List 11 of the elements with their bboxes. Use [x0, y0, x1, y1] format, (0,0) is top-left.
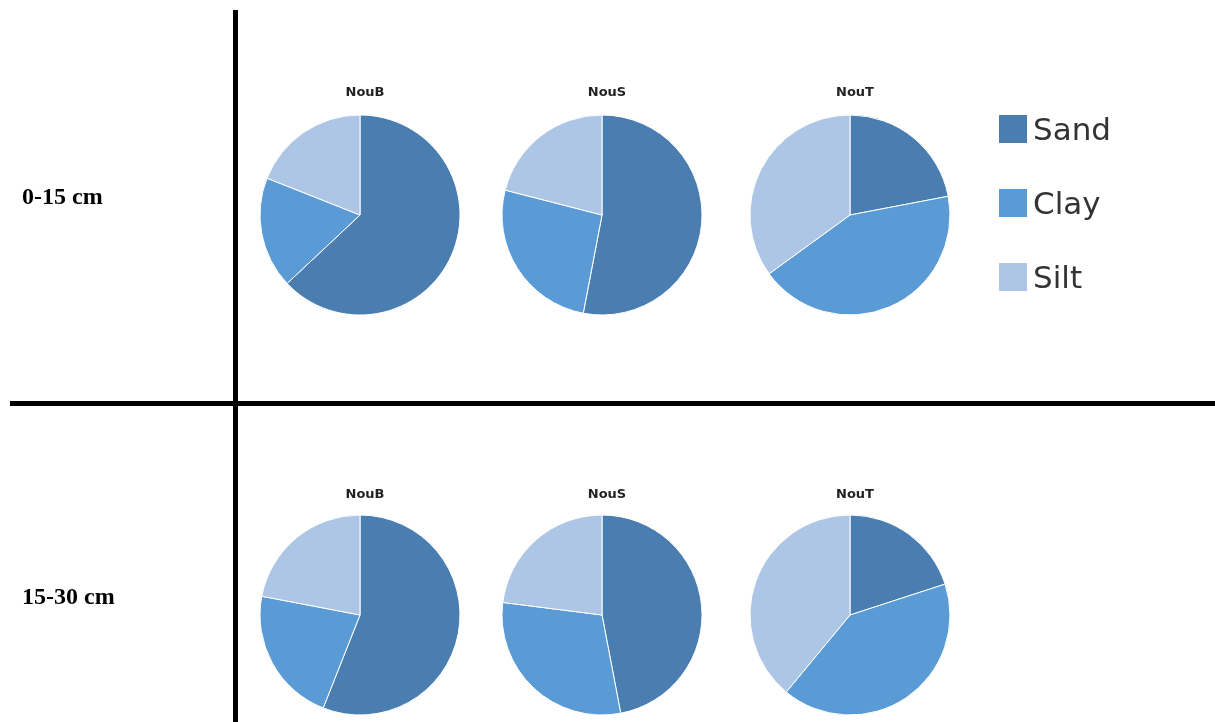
legend-label: Clay [1033, 185, 1101, 221]
chart-title: NouT [836, 486, 875, 501]
chart-title: NouB [345, 486, 385, 501]
legend-label: Sand [1033, 111, 1111, 147]
text: 15-30 cm [22, 583, 115, 610]
legend-label: Silt [1033, 259, 1083, 295]
chart-title: NouB [345, 84, 385, 99]
chart-title: NouT [836, 84, 875, 99]
chart-title: NouS [587, 486, 627, 501]
text: 0-15 cm [22, 183, 103, 210]
chart-title: NouS [587, 84, 627, 99]
